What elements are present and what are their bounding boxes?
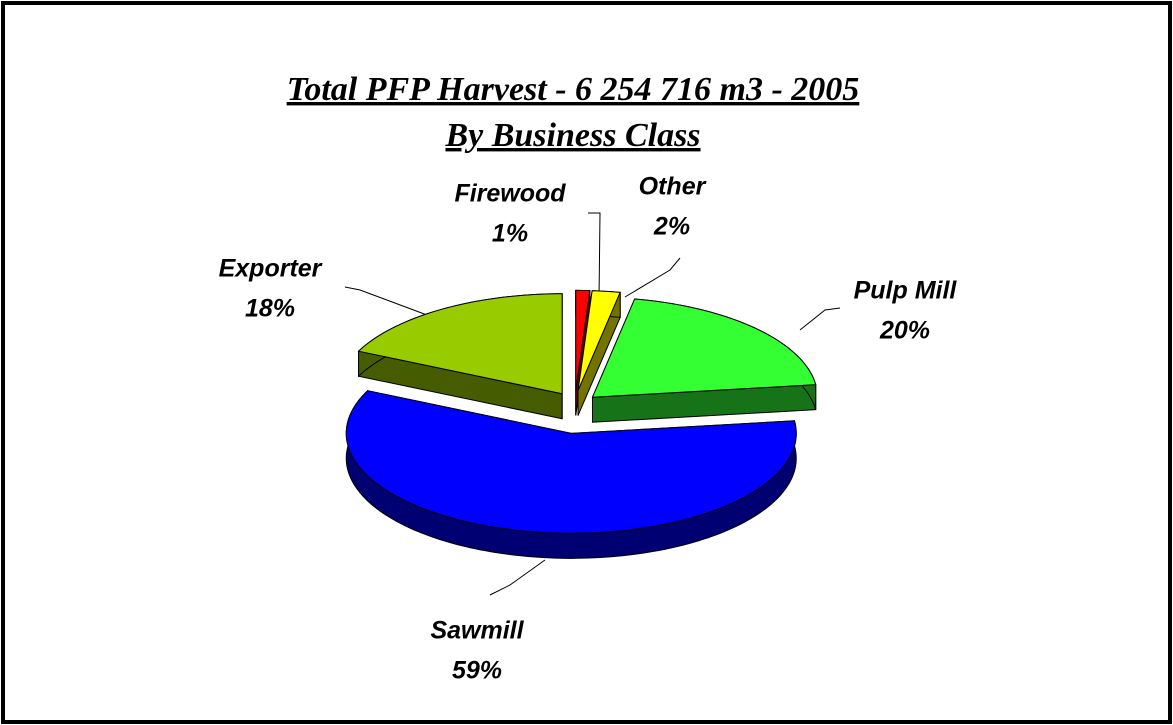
slice-group — [577, 290, 621, 416]
value-label: 2% — [653, 213, 690, 241]
leader-line — [624, 257, 681, 298]
slice — [591, 298, 817, 398]
chart-subtitle: By Business Class — [444, 117, 700, 154]
value-label: 59% — [452, 657, 502, 685]
slice-label: Sawmill — [430, 617, 524, 645]
slice-label: Firewood — [454, 180, 566, 208]
leader-lines — [344, 212, 841, 596]
slice-label: Other — [639, 173, 707, 201]
slice-group — [345, 389, 797, 559]
pie — [345, 289, 817, 559]
leader-line — [489, 559, 546, 596]
chart-title: Total PFP Harvest - 6 254 716 m3 - 2005 — [287, 71, 860, 108]
slice-group — [357, 293, 563, 420]
slice — [345, 390, 797, 534]
leader-line — [344, 286, 436, 319]
slice — [357, 293, 563, 395]
slice-label: Pulp Mill — [854, 277, 958, 305]
value-label: 18% — [245, 295, 295, 323]
slice-group — [591, 298, 817, 423]
value-label: 1% — [492, 220, 528, 248]
leader-line — [799, 307, 841, 331]
slice — [575, 289, 591, 391]
value-label: 20% — [879, 317, 930, 345]
leader-line — [588, 212, 601, 301]
slice — [577, 290, 621, 391]
slice-label: Exporter — [219, 255, 323, 283]
